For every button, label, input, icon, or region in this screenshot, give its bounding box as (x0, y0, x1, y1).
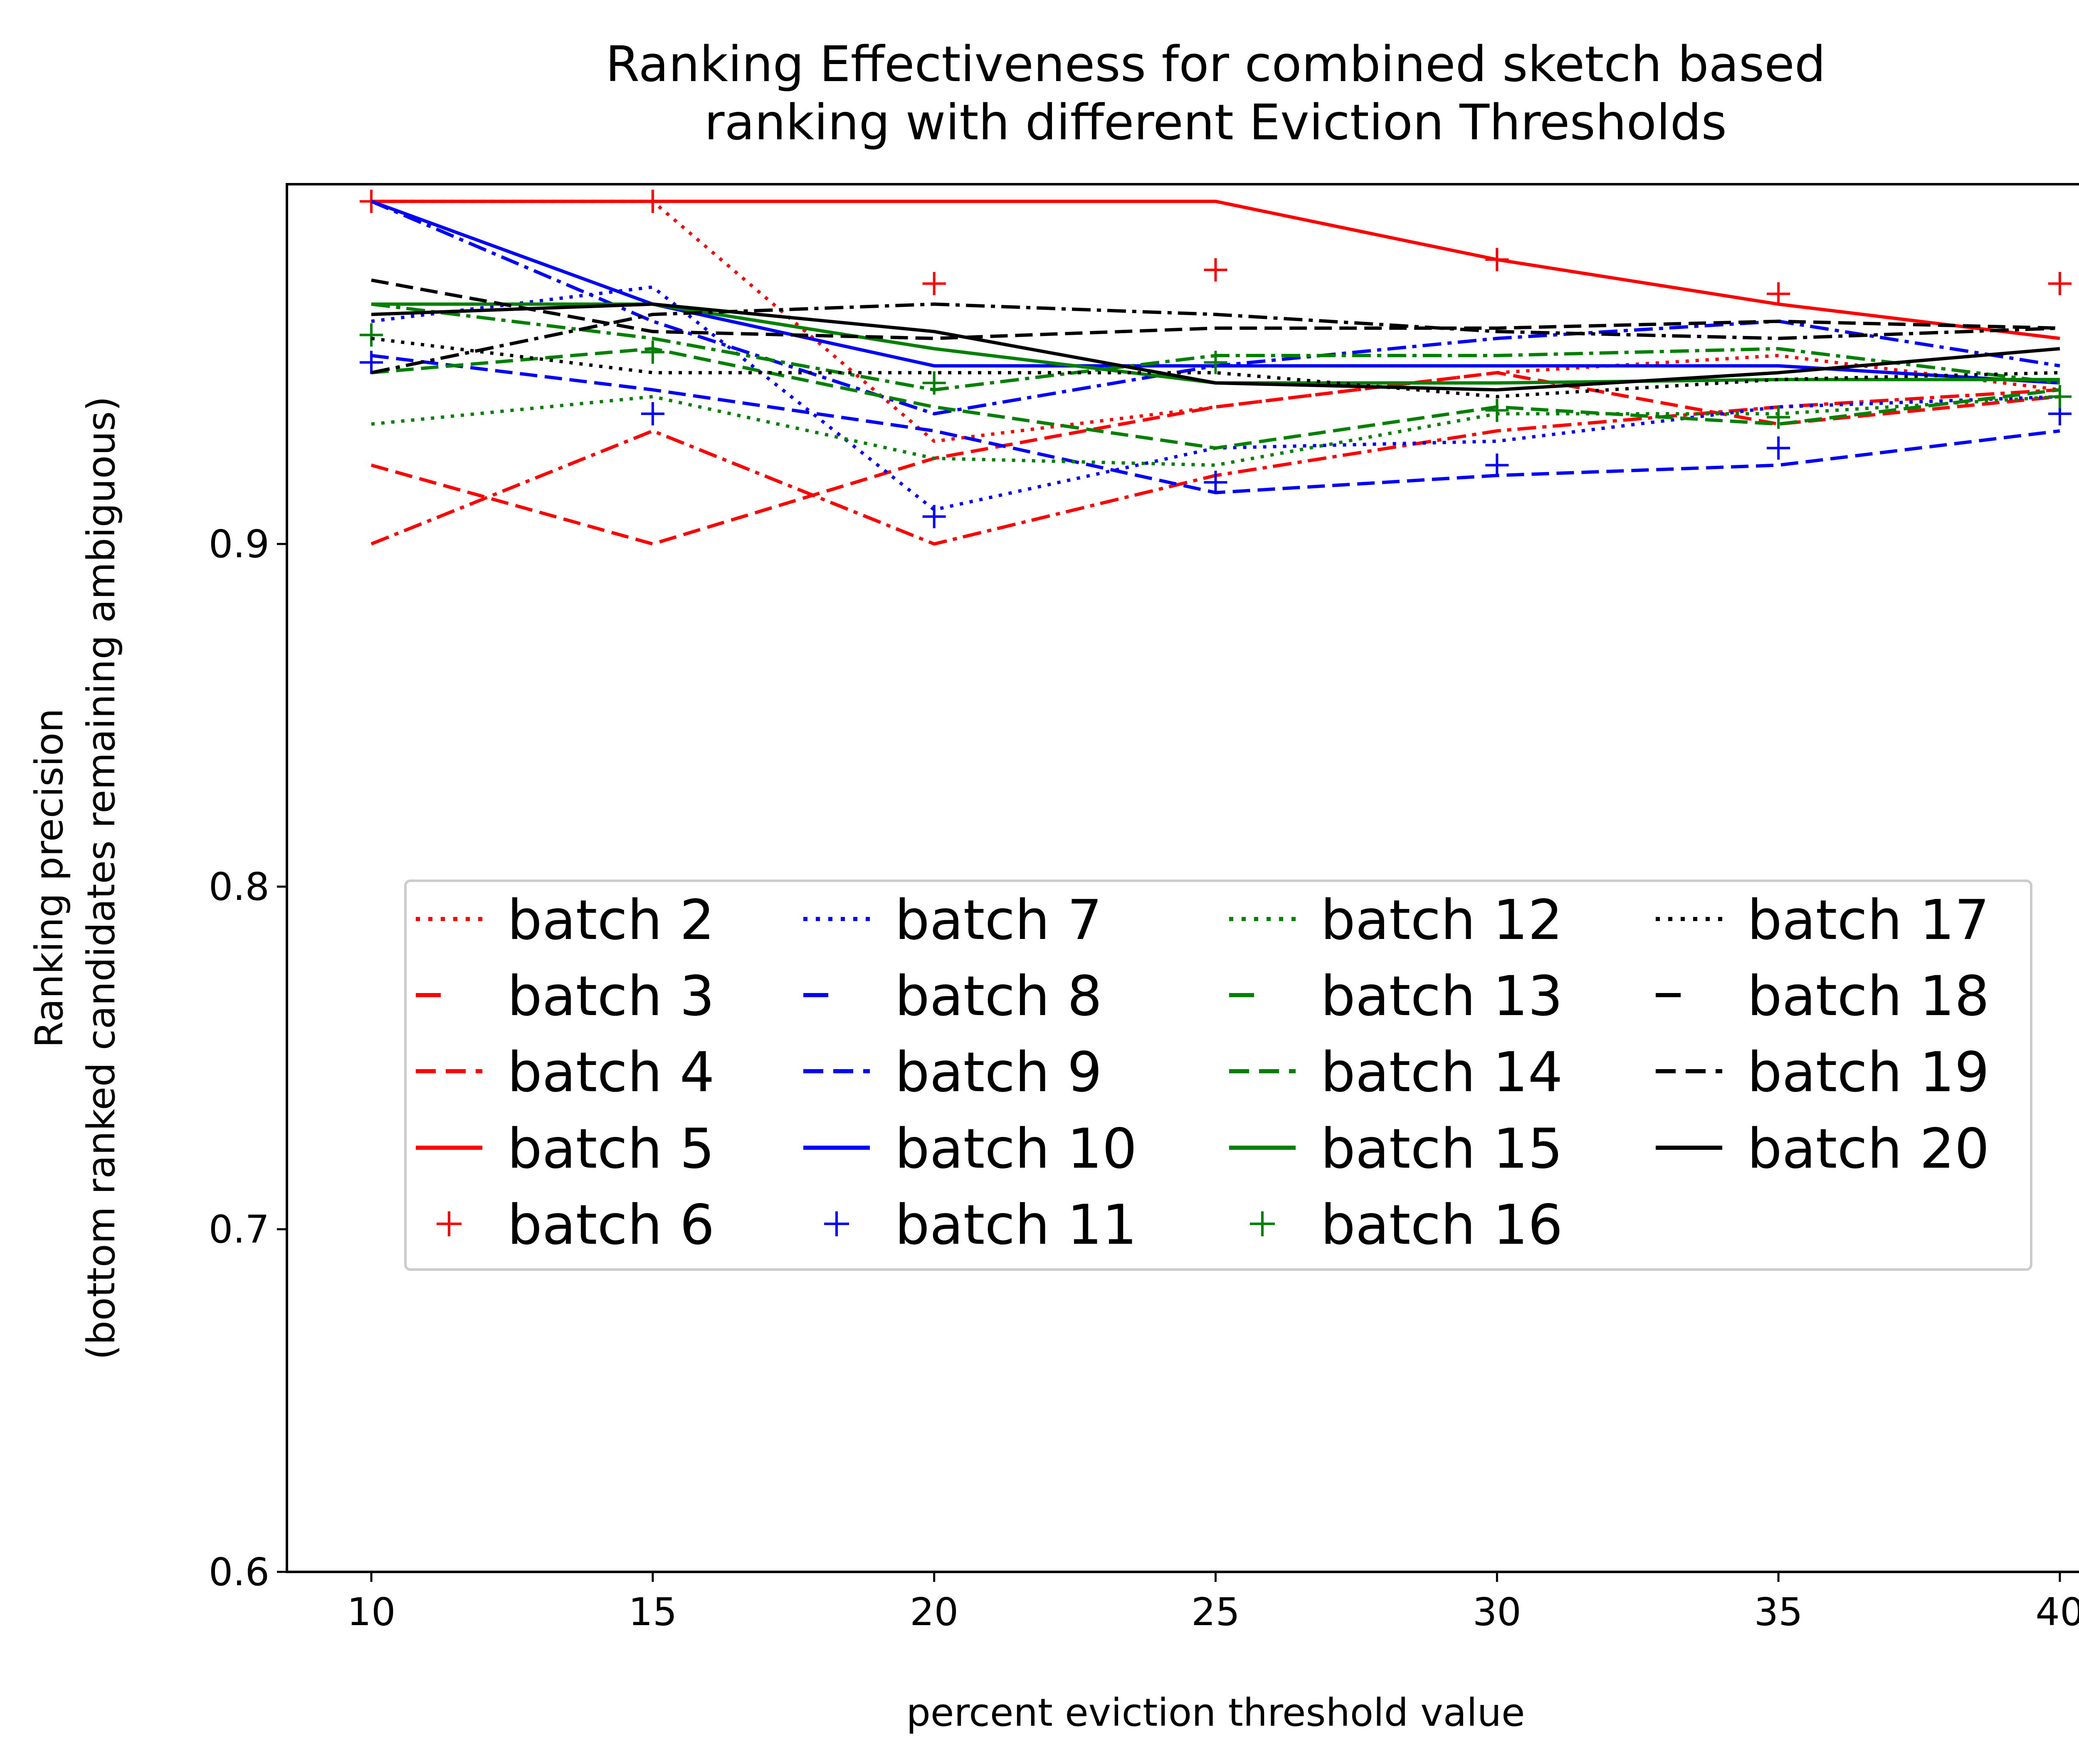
legend-label: batch 5 (507, 1117, 715, 1181)
legend-label: batch 13 (1321, 964, 1563, 1028)
x-axis-label: percent eviction threshold value (906, 1690, 1525, 1735)
chart-title-line: Ranking Effectiveness for combined sketc… (605, 35, 1826, 93)
x-tick-label: 35 (1754, 1590, 1803, 1634)
legend-marker (824, 1211, 849, 1236)
series-line-batch-18 (371, 302, 2060, 375)
legend-item-batch-8: batch 8 (803, 964, 1102, 1028)
x-tick-label: 30 (1473, 1590, 1521, 1634)
point-batch-11 (1485, 453, 1509, 477)
legend-label: batch 18 (1747, 964, 1990, 1028)
y-axis-label-line: (bottom ranked candidates remaining ambi… (79, 396, 123, 1360)
legend-label: batch 16 (1321, 1193, 1563, 1257)
legend-item-batch-13: batch 13 (1229, 964, 1563, 1028)
legend-item-batch-14: batch 14 (1229, 1040, 1563, 1104)
legend-item-batch-4: batch 4 (416, 1040, 715, 1104)
legend-item-batch-9: batch 9 (803, 1040, 1102, 1104)
legend-label: batch 20 (1747, 1117, 1990, 1181)
y-tick-label: 0.8 (209, 865, 269, 909)
x-tick-label: 15 (628, 1590, 677, 1634)
legend-label: batch 9 (895, 1040, 1102, 1104)
point-batch-6 (641, 190, 664, 213)
y-axis-label: Ranking precision (bottom ranked candidat… (27, 396, 123, 1360)
legend-marker (437, 1211, 462, 1236)
legend-item-batch-5: batch 5 (416, 1117, 715, 1181)
series-line-batch-19 (371, 278, 2060, 340)
legend-label: batch 11 (895, 1193, 1137, 1257)
x-tick-label: 20 (910, 1590, 958, 1634)
legend-item-batch-10: batch 10 (803, 1117, 1137, 1181)
y-axis-label-line: Ranking precision (27, 708, 72, 1048)
point-batch-16 (641, 340, 664, 364)
legend-item-batch-18: batch 18 (1656, 964, 1990, 1028)
point-batch-11 (360, 351, 383, 374)
series-batch-16 (360, 323, 2072, 429)
point-batch-16 (1204, 351, 1227, 374)
legend: batch 2 batch 3 batch 4 batch 5 batch 6 batch… (404, 880, 2032, 1271)
legend-item-batch-7: batch 7 (803, 888, 1102, 952)
series-line-batch-20 (371, 302, 2060, 392)
legend-label: batch 4 (507, 1040, 715, 1104)
y-tick-label: 0.6 (209, 1550, 269, 1594)
legend-item-batch-3: batch 3 (416, 964, 715, 1028)
legend-item-batch-11: batch 11 (824, 1193, 1137, 1257)
y-tick-label: 0.7 (209, 1207, 269, 1252)
x-axis: 10 15 20 25 30 35 40 (347, 1572, 2079, 1634)
legend-label: batch 10 (895, 1117, 1137, 1181)
legend-item-batch-20: batch 20 (1656, 1117, 1990, 1181)
legend-label: batch 6 (507, 1193, 715, 1257)
point-batch-6 (1204, 258, 1227, 282)
x-tick-label: 25 (1191, 1590, 1240, 1634)
legend-label: batch 14 (1321, 1040, 1563, 1104)
x-tick-label: 10 (347, 1590, 396, 1634)
legend-label: batch 2 (507, 888, 715, 952)
legend-item-batch-17: batch 17 (1656, 888, 1990, 952)
legend-label: batch 12 (1321, 888, 1563, 952)
x-axis-label-text: percent eviction threshold value (906, 1690, 1525, 1735)
point-batch-6 (1485, 248, 1509, 272)
legend-item-batch-16: batch 16 (1250, 1193, 1563, 1257)
legend-box (404, 880, 2032, 1271)
legend-label: batch 19 (1747, 1040, 1990, 1104)
legend-label: batch 15 (1321, 1117, 1563, 1181)
legend-label: batch 8 (895, 964, 1102, 1028)
legend-item-batch-15: batch 15 (1229, 1117, 1563, 1181)
legend-item-batch-12: batch 12 (1229, 888, 1563, 952)
point-batch-16 (2048, 385, 2072, 408)
plot-area (360, 190, 2072, 546)
legend-item-batch-6: batch 6 (437, 1193, 715, 1257)
legend-label: batch 7 (895, 888, 1102, 952)
point-batch-16 (922, 371, 946, 395)
point-batch-11 (641, 402, 664, 426)
point-batch-16 (1767, 405, 1790, 429)
point-batch-6 (2048, 272, 2072, 295)
legend-item-batch-2: batch 2 (416, 888, 715, 952)
chart-title-line: ranking with different Eviction Threshol… (704, 94, 1727, 151)
point-batch-11 (1767, 436, 1790, 460)
x-tick-label: 40 (2035, 1590, 2079, 1634)
point-batch-11 (1204, 470, 1227, 494)
y-tick-label: 0.9 (209, 522, 269, 566)
point-batch-6 (922, 272, 946, 295)
point-batch-16 (1485, 398, 1509, 422)
legend-marker (1250, 1211, 1275, 1236)
chart-title: Ranking Effectiveness for combined sketc… (605, 35, 1826, 151)
legend-item-batch-19: batch 19 (1656, 1040, 1990, 1104)
legend-label: batch 3 (507, 964, 715, 1028)
point-batch-6 (1767, 282, 1790, 306)
point-batch-11 (922, 505, 946, 529)
y-axis: 0.6 0.7 0.8 0.9 (209, 522, 287, 1594)
legend-label: batch 17 (1747, 888, 1990, 952)
point-batch-16 (360, 323, 383, 347)
